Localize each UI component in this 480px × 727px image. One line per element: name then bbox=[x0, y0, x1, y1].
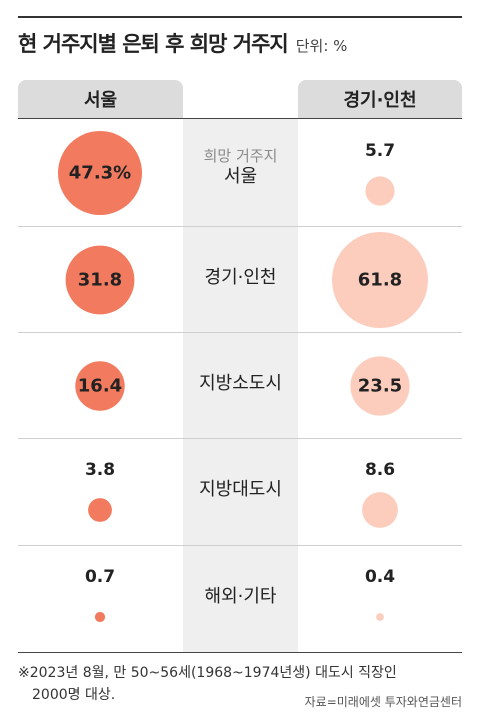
value-label-gyeonggi-3: 8.6 bbox=[365, 460, 395, 480]
bubble-gyeonggi-4 bbox=[376, 613, 384, 621]
row-divider bbox=[18, 545, 462, 546]
bottom-rule bbox=[18, 652, 462, 653]
header-rule bbox=[18, 118, 462, 119]
value-label-gyeonggi-0: 5.7 bbox=[365, 141, 395, 161]
value-label-gyeonggi-2: 23.5 bbox=[358, 376, 402, 397]
chart-title: 현 거주지별 은퇴 후 희망 거주지 단위: % bbox=[18, 32, 348, 56]
bubble-seoul-2 bbox=[75, 361, 125, 411]
bubble-seoul-1 bbox=[65, 245, 135, 315]
value-label-seoul-4: 0.7 bbox=[85, 567, 115, 587]
category-sub-label: 희망 거주지 bbox=[203, 147, 278, 165]
bubble-gyeonggi-3 bbox=[362, 492, 398, 528]
value-label-seoul-1: 31.8 bbox=[78, 270, 122, 291]
category-label-small-city: 지방소도시 bbox=[199, 373, 282, 394]
header-left: 서울 bbox=[18, 80, 183, 118]
bubble-seoul-3 bbox=[88, 498, 112, 522]
category-label-big-city: 지방대도시 bbox=[199, 479, 282, 500]
footnote-line: ※2023년 8월, 만 50~56세(1968~1974년생) 대도시 직장인 bbox=[18, 665, 397, 681]
bubble-seoul-4 bbox=[94, 611, 106, 623]
value-label-seoul-0: 47.3% bbox=[69, 163, 131, 184]
value-label-seoul-3: 3.8 bbox=[85, 460, 115, 480]
category-label-gyeonggi: 경기·인천 bbox=[204, 267, 277, 288]
bubble-seoul-0 bbox=[58, 131, 142, 215]
value-label-gyeonggi-4: 0.4 bbox=[365, 567, 395, 587]
row-divider bbox=[18, 438, 462, 439]
value-label-seoul-2: 16.4 bbox=[78, 376, 122, 397]
category-column bbox=[183, 119, 298, 652]
category-label-seoul: 희망 거주지 서울 bbox=[183, 147, 298, 188]
bubble-gyeonggi-0 bbox=[365, 176, 395, 206]
bubble-gyeonggi-2 bbox=[350, 356, 410, 416]
footnote: ※2023년 8월, 만 50~56세(1968~1974년생) 대도시 직장인… bbox=[18, 662, 397, 707]
unit-label: 단위: % bbox=[295, 37, 348, 55]
value-label-gyeonggi-1: 61.8 bbox=[358, 270, 402, 291]
category-label-overseas: 해외·기타 bbox=[204, 586, 277, 607]
source-label: 자료=미래에셋 투자와연금센터 bbox=[304, 695, 462, 709]
footnote-line: 2000명 대상. bbox=[32, 687, 116, 704]
top-rule bbox=[18, 16, 462, 18]
row-divider bbox=[18, 332, 462, 333]
row-divider bbox=[18, 226, 462, 227]
header-right: 경기·인천 bbox=[298, 80, 462, 118]
bubble-gyeonggi-1 bbox=[332, 232, 428, 328]
